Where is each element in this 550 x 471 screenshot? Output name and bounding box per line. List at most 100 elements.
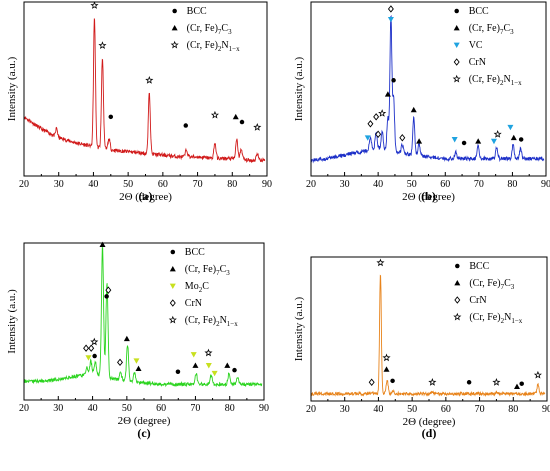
x-tick-label: 80 — [508, 404, 518, 415]
legend-label: (Cr, Fe)7C3 — [185, 264, 230, 277]
x-tick-label: 70 — [190, 403, 200, 414]
x-tick-label: 40 — [88, 403, 98, 414]
legend-label: (Cr, Fe)7C3 — [469, 23, 514, 36]
phase-marker-star — [253, 123, 262, 131]
x-tick-label: 20 — [306, 179, 316, 190]
xrd-panel: 20 30 40 50 60 70 80 90 2Θ (degree) Intensity (a.… — [293, 256, 550, 440]
legend-marker-circle — [454, 8, 459, 14]
phase-marker-down-triangle — [490, 138, 497, 145]
x-tick-label: 80 — [225, 403, 235, 414]
phase-marker-star — [428, 378, 437, 386]
x-axis-label: 2Θ (degree) — [119, 191, 172, 203]
legend-marker-star — [452, 74, 461, 83]
legend-marker-down-triangle — [453, 42, 460, 48]
panel-label: (a) — [139, 189, 153, 203]
legend-marker-diamond — [169, 299, 176, 307]
panel-label: (b) — [421, 189, 436, 203]
phase-marker-triangle — [99, 241, 106, 247]
legend-label: CrN — [185, 298, 202, 309]
legend-label: (Cr, Fe)7C3 — [187, 23, 232, 36]
phase-marker-yellow-down-triangle — [211, 370, 218, 377]
x-tick-label: 90 — [541, 179, 550, 190]
panel-label: (c) — [137, 426, 150, 440]
x-tick-label: 40 — [373, 404, 383, 415]
phase-marker-triangle — [416, 138, 423, 144]
phase-marker-triangle — [135, 365, 142, 371]
phase-marker-star — [382, 353, 391, 362]
phase-marker-star — [90, 337, 99, 346]
legend-label: BCC — [469, 261, 489, 272]
phase-marker-yellow-down-triangle — [205, 363, 212, 369]
x-tick-label: 30 — [340, 404, 350, 415]
phase-marker-circle — [461, 140, 467, 146]
legend-label: Mo2C — [185, 281, 209, 294]
phase-marker-diamond — [373, 113, 380, 121]
phase-marker-star — [378, 109, 387, 117]
x-tick-label: 50 — [122, 403, 132, 414]
phase-marker-triangle — [224, 362, 231, 368]
x-tick-label: 60 — [158, 179, 168, 190]
legend-marker-circle — [455, 263, 460, 269]
legend-marker-circle — [172, 8, 177, 14]
phase-marker-triangle — [410, 106, 417, 113]
phase-marker-diamond — [105, 286, 112, 294]
xrd-panel: 20 30 40 50 60 70 80 90 2Θ (degree) Intensity (a.… — [6, 241, 269, 440]
phase-marker-diamond — [387, 5, 394, 13]
phase-marker-triangle — [383, 366, 390, 372]
x-tick-label: 20 — [19, 179, 29, 190]
phase-marker-diamond — [83, 344, 90, 352]
x-tick-label: 50 — [407, 179, 417, 190]
phase-marker-circle — [92, 353, 97, 359]
legend-marker-star — [170, 40, 179, 49]
xrd-panel: 20 30 40 50 60 70 80 90 2Θ (degree) Intensity (a.… — [293, 1, 550, 203]
phase-marker-circle — [108, 114, 114, 120]
phase-marker-star — [210, 110, 219, 119]
phase-marker-circle — [175, 369, 181, 374]
phase-marker-triangle — [123, 335, 130, 342]
legend-marker-triangle — [454, 280, 461, 286]
phase-marker-circle — [104, 294, 109, 299]
phase-marker-circle — [390, 378, 395, 384]
x-tick-label: 70 — [475, 404, 485, 415]
xrd-pattern-line — [310, 274, 546, 398]
x-tick-label: 70 — [193, 179, 203, 190]
phase-marker-triangle — [475, 138, 482, 144]
y-axis-label: Intensity (a.u.) — [6, 289, 18, 354]
x-tick-label: 30 — [340, 179, 350, 190]
phase-marker-triangle — [510, 134, 517, 141]
legend-label: (Cr, Fe)2N1−x — [185, 315, 238, 328]
legend-marker-diamond — [453, 58, 460, 66]
x-tick-label: 30 — [53, 403, 63, 414]
phase-marker-star — [204, 348, 213, 357]
x-tick-label: 50 — [123, 179, 133, 190]
legend-marker-star — [168, 315, 177, 324]
x-tick-label: 50 — [407, 404, 417, 415]
phase-marker-circle — [466, 380, 472, 385]
x-tick-label: 80 — [227, 179, 237, 190]
legend-marker-triangle — [171, 25, 178, 31]
x-tick-label: 60 — [156, 403, 166, 414]
phase-marker-diamond — [368, 378, 375, 387]
x-axis-label: 2Θ (degree) — [403, 416, 456, 428]
x-tick-label: 30 — [54, 179, 64, 190]
phase-marker-diamond — [117, 358, 123, 367]
phase-marker-down-triangle — [387, 17, 394, 23]
y-axis-label: Intensity (a.u.) — [293, 296, 305, 361]
phase-marker-circle — [518, 137, 524, 142]
phase-marker-triangle — [384, 91, 391, 97]
legend-label: BCC — [187, 6, 207, 17]
phase-marker-circle — [183, 123, 189, 128]
y-axis-label: Intensity (a.u.) — [293, 56, 305, 121]
phase-marker-yellow-down-triangle — [85, 355, 92, 361]
legend-label: CrN — [469, 295, 486, 306]
phase-marker-diamond — [399, 133, 406, 142]
x-tick-label: 90 — [259, 403, 269, 414]
x-tick-label: 70 — [474, 179, 484, 190]
legend-marker-triangle — [453, 25, 460, 31]
legend-marker-diamond — [454, 296, 461, 304]
x-tick-label: 90 — [542, 404, 550, 415]
phase-marker-circle — [391, 78, 396, 83]
legend-label: VC — [469, 40, 483, 51]
phase-marker-triangle — [192, 362, 199, 368]
